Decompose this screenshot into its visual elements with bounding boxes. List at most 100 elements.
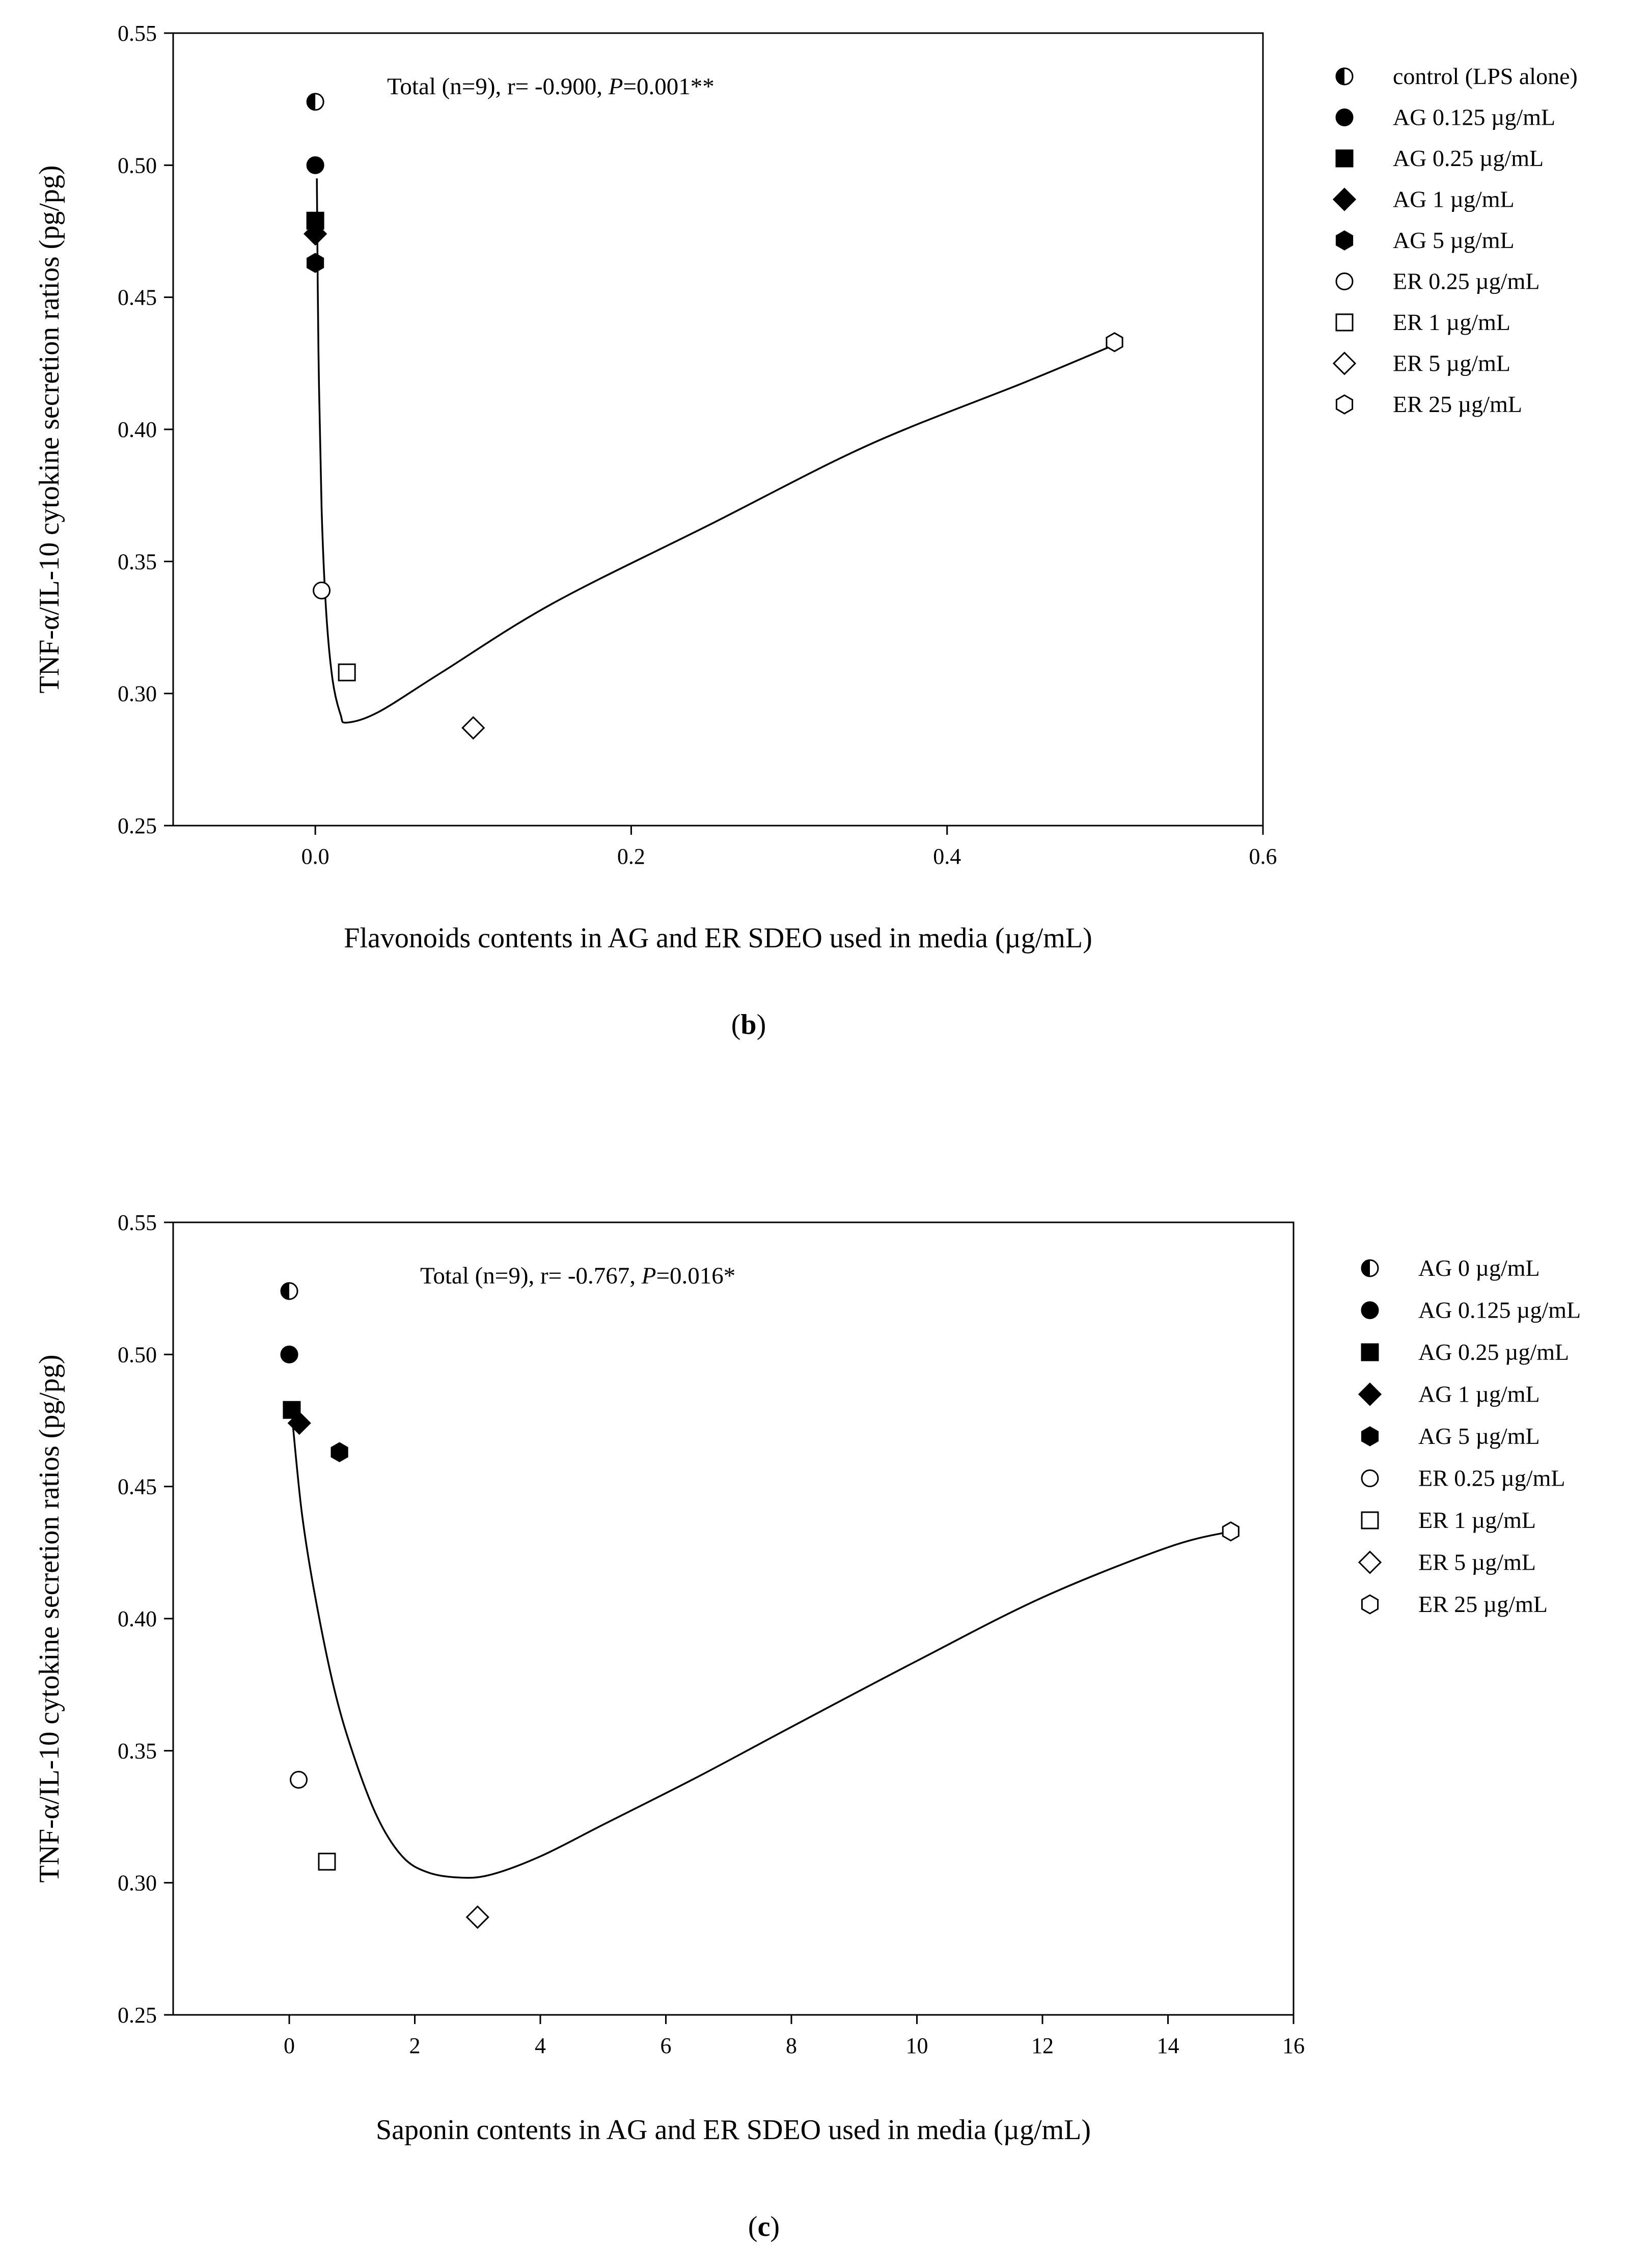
legend-label: AG 5 µg/mL xyxy=(1393,227,1515,253)
y-tick-label: 0.55 xyxy=(118,1210,157,1235)
legend-label: AG 0.125 µg/mL xyxy=(1393,104,1555,130)
y-tick-label: 0.30 xyxy=(118,1871,157,1896)
y-axis-title: TNF-α/IL-10 cytokine secretion ratios (p… xyxy=(34,165,65,693)
legend-marker-2 xyxy=(1361,1343,1379,1361)
y-tick-label: 0.40 xyxy=(118,1606,157,1631)
legend-marker-4 xyxy=(1361,1426,1379,1446)
y-tick-label: 0.45 xyxy=(118,1474,157,1499)
annotation-p-value: =0.016* xyxy=(656,1263,736,1289)
y-tick-label: 0.30 xyxy=(118,681,157,706)
legend-marker-7 xyxy=(1332,351,1357,375)
panel-c: 0.25 0.30 0.35 0.40 0.45 0.50 0.55 0 2 4 6 8 10 12 14 1… xyxy=(34,1210,1581,2243)
data-point-6 xyxy=(338,663,356,681)
plot-frame xyxy=(172,1221,1295,2016)
legend-label: AG 0 µg/mL xyxy=(1418,1255,1540,1281)
legend-marker-0 xyxy=(1361,1259,1379,1277)
x-tick-label: 0.6 xyxy=(1249,844,1277,869)
x-tick-label: 12 xyxy=(1031,2033,1054,2058)
y-tick-label: 0.40 xyxy=(118,417,157,442)
panel-letter: c xyxy=(758,2211,771,2243)
fit-curve xyxy=(316,178,1115,724)
data-point-0 xyxy=(306,93,324,111)
legend-label: AG 0.25 µg/mL xyxy=(1418,1339,1569,1365)
data-point-7 xyxy=(465,1905,489,1929)
annotation-prefix: Total (n=9), r= -0.767, xyxy=(420,1263,642,1289)
data-point-3 xyxy=(287,1411,311,1435)
x-tick-label: 14 xyxy=(1157,2033,1179,2058)
legend-marker-0 xyxy=(1335,67,1354,86)
annotation-p-label: P xyxy=(641,1263,656,1289)
y-tick-label: 0.50 xyxy=(118,153,157,178)
data-point-8 xyxy=(1106,332,1123,352)
data-point-4 xyxy=(307,253,324,273)
legend: AG 0 µg/mL AG 0.125 µg/mL AG 0.25 µg/mL AG … xyxy=(1358,1255,1581,1617)
legend-marker-8 xyxy=(1335,394,1354,415)
x-tick-label: 8 xyxy=(786,2033,797,2058)
data-point-4 xyxy=(331,1442,348,1462)
legend-label: control (LPS alone) xyxy=(1393,63,1578,89)
x-tick-label: 10 xyxy=(906,2033,928,2058)
x-tick-label: 0.0 xyxy=(301,844,329,869)
legend-label: ER 0.25 µg/mL xyxy=(1418,1465,1565,1491)
y-tick-label: 0.35 xyxy=(118,549,157,574)
data-point-1 xyxy=(280,1345,298,1363)
legend-marker-1 xyxy=(1335,108,1354,126)
legend-marker-6 xyxy=(1361,1511,1379,1529)
y-tick-label: 0.50 xyxy=(118,1342,157,1367)
data-point-5 xyxy=(289,1770,308,1789)
legend-label: AG 0.25 µg/mL xyxy=(1393,145,1544,171)
data-point-0 xyxy=(280,1282,298,1300)
legend-marker-4 xyxy=(1335,230,1354,251)
data-point-8 xyxy=(1222,1521,1240,1542)
x-tick-label: 0.4 xyxy=(933,844,961,869)
y-tick-label: 0.55 xyxy=(118,21,157,46)
legend-marker-6 xyxy=(1335,313,1354,332)
legend-label: ER 5 µg/mL xyxy=(1393,350,1510,376)
legend-label: ER 1 µg/mL xyxy=(1393,309,1510,335)
panel-label: (b) xyxy=(731,1009,766,1041)
y-tick-label: 0.25 xyxy=(118,813,157,838)
legend: control (LPS alone) AG 0.125 µg/mL AG 0.25… xyxy=(1332,63,1578,417)
data-point-5 xyxy=(313,581,331,599)
data-point-3 xyxy=(304,222,327,246)
y-tick-label: 0.35 xyxy=(118,1738,157,1763)
annotation-prefix: Total (n=9), r= -0.900, xyxy=(387,73,609,100)
legend-marker-3 xyxy=(1358,1382,1382,1406)
legend-marker-8 xyxy=(1361,1594,1379,1615)
legend-label: ER 0.25 µg/mL xyxy=(1393,268,1539,294)
x-tick-label: 16 xyxy=(1282,2033,1305,2058)
correlation-annotation: Total (n=9), r= -0.767, P=0.016* xyxy=(420,1263,735,1289)
y-axis-title: TNF-α/IL-10 cytokine secretion ratios (p… xyxy=(34,1354,65,1882)
x-tick-label: 2 xyxy=(409,2033,421,2058)
legend-label: AG 1 µg/mL xyxy=(1393,186,1515,212)
x-tick-label: 0 xyxy=(284,2033,295,2058)
annotation-p-label: P xyxy=(608,73,623,100)
legend-label: ER 5 µg/mL xyxy=(1418,1549,1536,1575)
legend-marker-7 xyxy=(1358,1550,1382,1574)
x-axis-title: Saponin contents in AG and ER SDEO used … xyxy=(376,2114,1091,2146)
legend-label: ER 25 µg/mL xyxy=(1418,1591,1548,1617)
legend-label: AG 0.125 µg/mL xyxy=(1418,1297,1581,1323)
x-axis-title: Flavonoids contents in AG and ER SDEO us… xyxy=(344,922,1092,954)
annotation-p-value: =0.001** xyxy=(623,73,714,100)
x-tick-label: 0.2 xyxy=(617,844,645,869)
data-point-7 xyxy=(461,716,485,740)
legend-label: AG 1 µg/mL xyxy=(1418,1381,1540,1407)
panel-label: (c) xyxy=(748,2211,780,2243)
legend-marker-3 xyxy=(1332,187,1357,211)
data-point-1 xyxy=(306,156,324,174)
y-tick-label: 0.25 xyxy=(118,2003,157,2028)
x-tick-label: 6 xyxy=(661,2033,672,2058)
plot-frame xyxy=(172,32,1264,827)
legend-marker-1 xyxy=(1361,1301,1379,1319)
legend-label: ER 25 µg/mL xyxy=(1393,391,1522,417)
fit-curve xyxy=(291,1420,1231,1879)
panel-b: 0.25 0.30 0.35 0.40 0.45 0.50 0.55 0.0 0.2 0.4 0.6… xyxy=(34,21,1578,1041)
legend-marker-2 xyxy=(1335,149,1354,168)
legend-marker-5 xyxy=(1335,272,1354,290)
y-tick-label: 0.45 xyxy=(118,285,157,310)
correlation-annotation: Total (n=9), r= -0.900, P=0.001** xyxy=(387,73,714,100)
data-point-6 xyxy=(318,1852,336,1871)
